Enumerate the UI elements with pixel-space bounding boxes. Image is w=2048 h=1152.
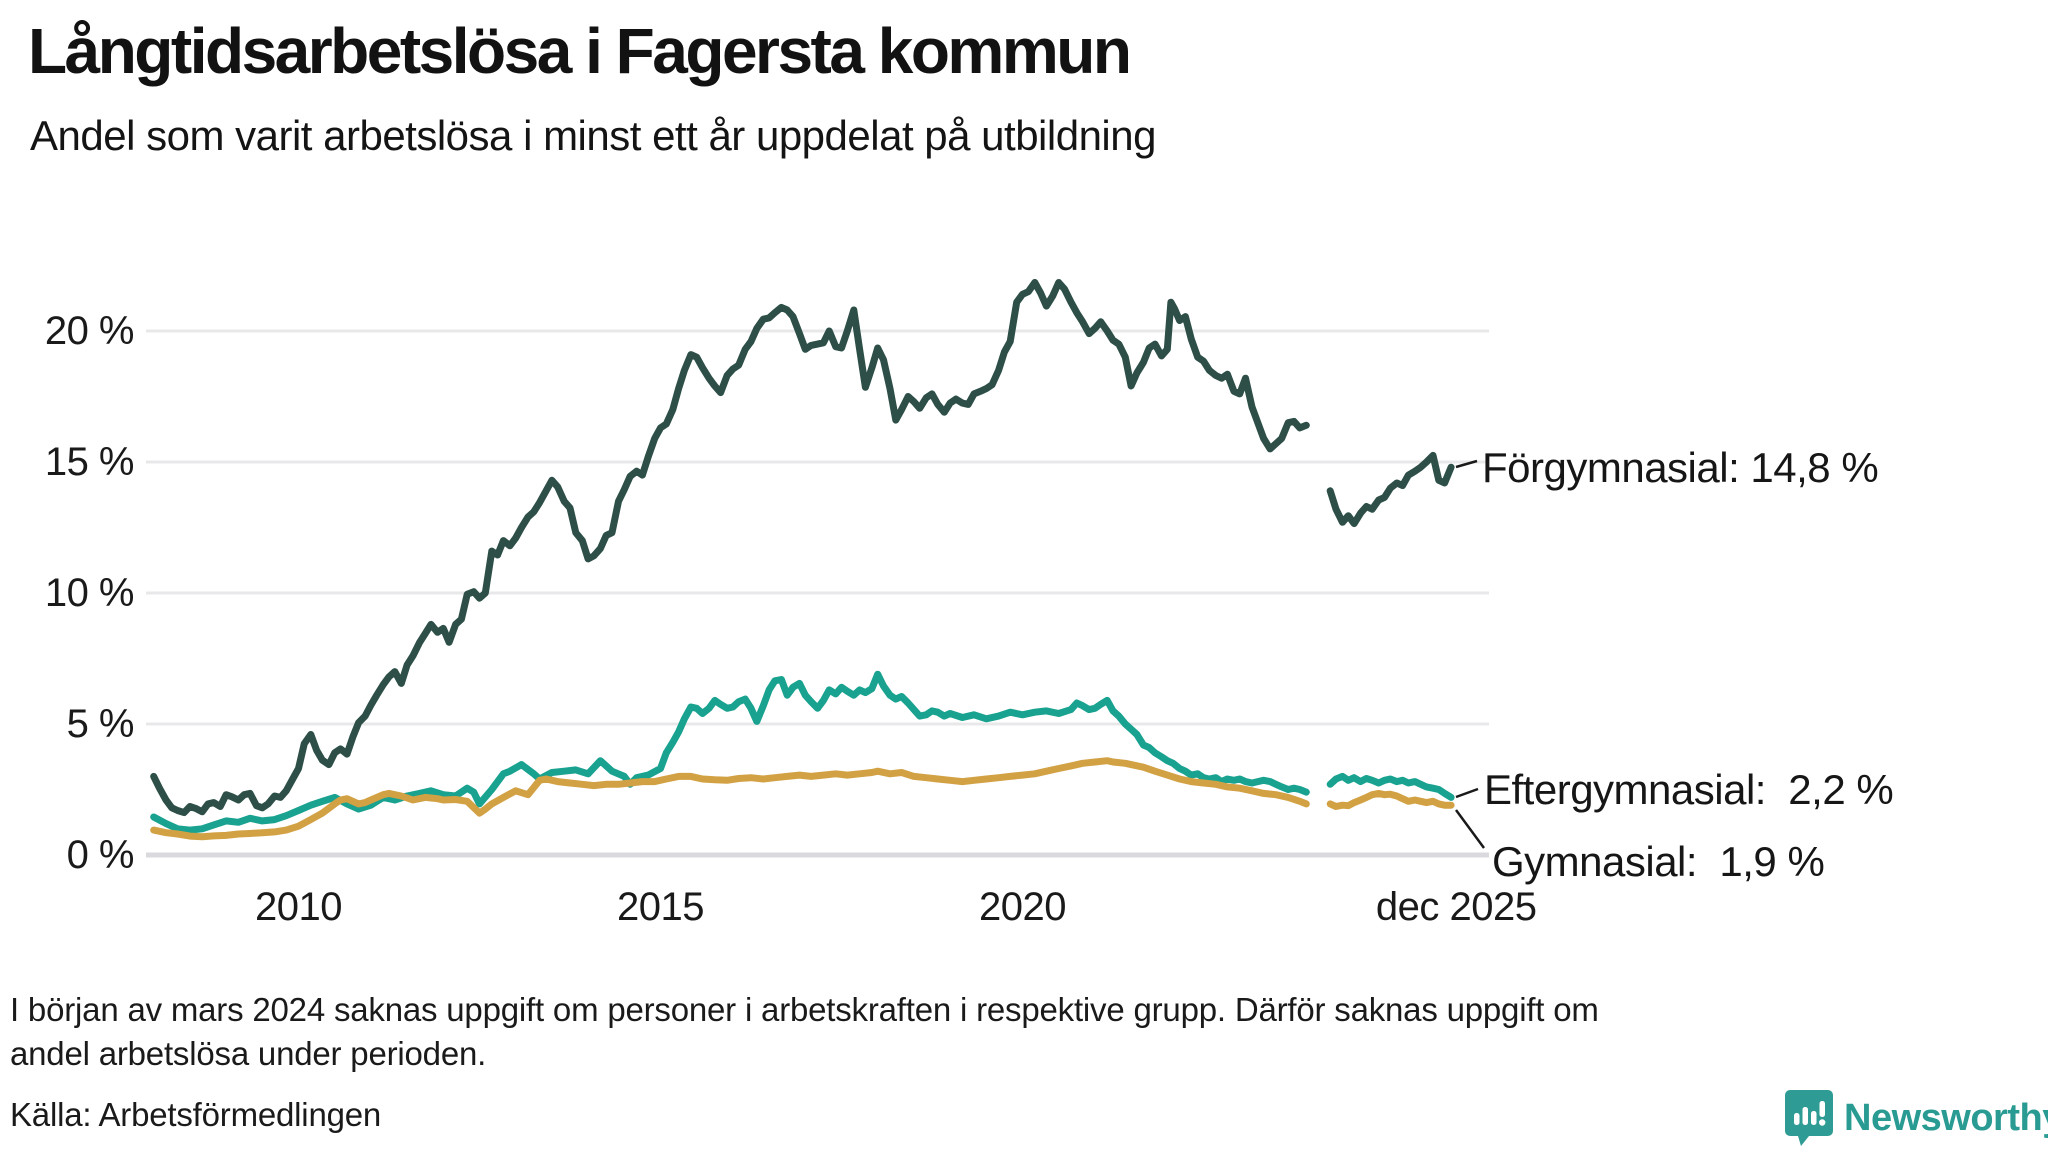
y-axis-tick-15: 15 %	[44, 440, 135, 484]
series-line-gymnasial-seg0	[150, 757, 1310, 841]
newsworthy-logo-text: Newsworthy	[1844, 1096, 2048, 1139]
newsworthy-logo-icon	[1785, 1090, 1833, 1146]
x-axis-tick-2015: 2015	[617, 885, 704, 929]
newsworthy-logo: Newsworthy	[1784, 1088, 2048, 1148]
series-end-label-forgymnasial: Förgymnasial: 14,8 %	[1482, 444, 1879, 491]
label-leader-eftergymnasial	[1455, 787, 1479, 799]
logo-bubble-shape	[1785, 1090, 1833, 1146]
series-end-label-gymnasial: Gymnasial: 1,9 %	[1492, 838, 1825, 885]
footnote-line-1: I början av mars 2024 saknas uppgift om …	[10, 991, 1599, 1028]
series-line-forgymnasial-seg0	[150, 279, 1310, 817]
series-line-gymnasial-seg1	[1326, 789, 1455, 810]
y-axis-tick-10: 10 %	[44, 571, 135, 615]
x-axis-tick-2010: 2010	[255, 885, 342, 929]
x-axis-tick-dec-2025: dec 2025	[1375, 885, 1537, 929]
label-leader-gymnasial	[1454, 809, 1486, 849]
series-line-forgymnasial-seg1	[1326, 451, 1455, 528]
label-leader-forgymnasial	[1455, 459, 1478, 469]
page-subtitle: Andel som varit arbetslösa i minst ett å…	[30, 112, 1156, 159]
x-axis-tick-2020: 2020	[979, 885, 1066, 929]
y-axis-tick-20: 20 %	[44, 309, 135, 353]
footnote-line-2: andel arbetslösa under perioden.	[10, 1035, 487, 1072]
series-line-eftergymnasial-seg1	[1326, 772, 1455, 801]
footnote: I början av mars 2024 saknas uppgift om …	[10, 988, 1970, 1076]
page-title: Långtidsarbetslösa i Fagersta kommun	[28, 15, 1132, 87]
y-axis-tick-0: 0 %	[66, 833, 135, 877]
source-text: Källa: Arbetsförmedlingen	[10, 1096, 382, 1133]
y-axis-tick-5: 5 %	[66, 702, 135, 746]
series-line-eftergymnasial-seg0	[150, 670, 1310, 834]
series-end-label-eftergymnasial: Eftergymnasial: 2,2 %	[1484, 766, 1894, 813]
